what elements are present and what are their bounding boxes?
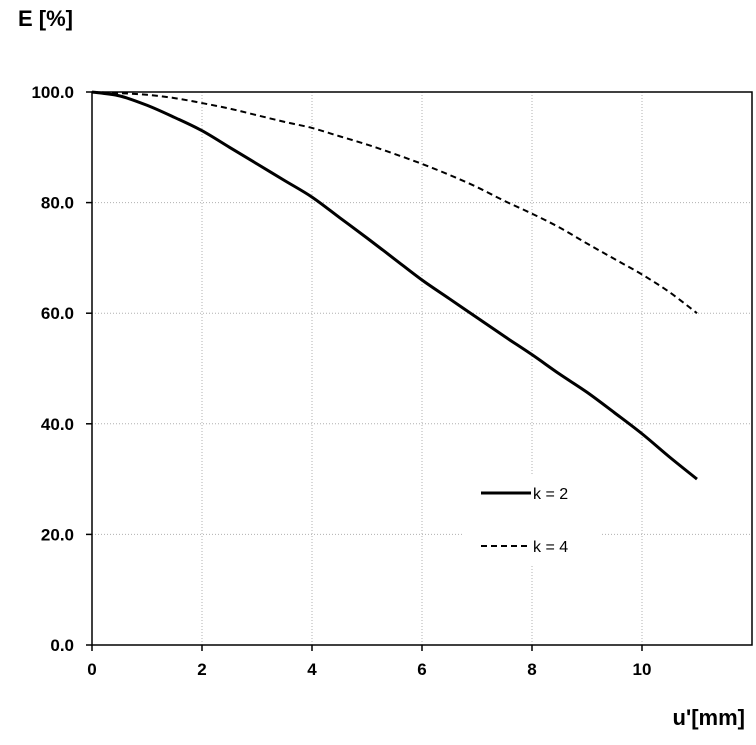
legend-background: [463, 475, 601, 565]
x-tick-label: 8: [527, 660, 536, 679]
legend-label-k2: k = 2: [533, 486, 568, 503]
series-line-1: [91, 90, 698, 481]
x-tick-label: 0: [87, 660, 96, 679]
y-tick-label: 20.0: [41, 525, 74, 544]
y-tick-label: 100.0: [31, 83, 74, 102]
x-tick-label: 2: [197, 660, 206, 679]
series-layer: [91, 90, 698, 481]
y-tick-label: 40.0: [41, 415, 74, 434]
y-tick-label: 0.0: [50, 636, 74, 655]
legend-label-k4: k = 4: [533, 539, 568, 556]
x-axis-title: u'[mm]: [673, 705, 745, 730]
x-tick-label: 6: [417, 660, 426, 679]
series-line-2: [91, 91, 698, 314]
y-tick-label: 60.0: [41, 304, 74, 323]
y-tick-label: 80.0: [41, 194, 74, 213]
x-tick-label: 4: [307, 660, 317, 679]
legend: k = 2 k = 4: [463, 475, 601, 565]
y-axis-title: E [%]: [18, 6, 73, 31]
grid-lines: [92, 92, 752, 645]
x-tick-label: 10: [633, 660, 652, 679]
